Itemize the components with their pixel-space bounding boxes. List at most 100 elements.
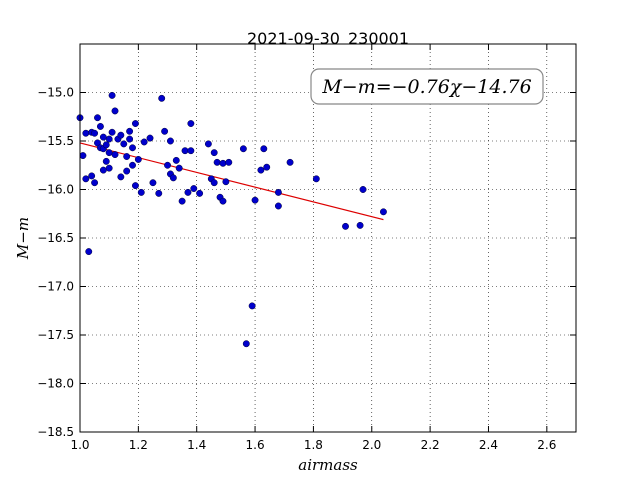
data-point: [91, 179, 99, 187]
data-point: [140, 138, 148, 146]
y-tick-label: −18.5: [37, 425, 74, 439]
x-tick-label: 2.0: [362, 438, 381, 452]
x-tick-label: 1.8: [304, 438, 323, 452]
data-point: [222, 178, 230, 186]
data-point: [190, 185, 198, 192]
data-point: [158, 94, 166, 102]
data-point: [166, 137, 174, 145]
data-point: [79, 152, 87, 160]
data-point: [274, 188, 282, 196]
data-point: [175, 164, 183, 172]
data-point: [239, 145, 247, 153]
y-tick-label: −18.0: [37, 377, 74, 391]
x-axis-label: airmass: [298, 456, 358, 474]
data-point: [105, 164, 113, 172]
axis-ticks: 1.0 1.2 1.4 1.6 1.8 2.0 2.2 2.4 2.6 −15.0 −15.5 −16…: [37, 44, 576, 452]
data-point: [108, 128, 116, 136]
data-point: [117, 131, 125, 139]
data-point: [94, 114, 101, 122]
x-tick-label: 1.6: [246, 438, 265, 452]
fit-equation-label: M−m=−0.76χ−14.76: [321, 76, 531, 98]
y-tick-label: −16.5: [37, 231, 74, 245]
data-point: [149, 179, 157, 187]
data-point: [286, 158, 294, 166]
data-point: [169, 174, 177, 182]
data-point: [260, 145, 268, 153]
data-point: [105, 135, 113, 143]
data-point: [131, 120, 139, 127]
data-point: [99, 133, 107, 141]
data-point: [108, 91, 116, 99]
x-tick-label: 1.0: [70, 438, 89, 452]
data-point: [263, 163, 271, 171]
data-point: [111, 151, 119, 159]
data-point: [274, 202, 282, 210]
data-point: [134, 155, 142, 163]
data-point: [181, 147, 189, 155]
data-point: [219, 159, 227, 167]
data-point: [85, 248, 93, 256]
data-point: [102, 157, 110, 165]
y-tick-label: −16.0: [37, 183, 74, 197]
data-point: [242, 340, 250, 348]
data-point: [219, 197, 227, 205]
data-point: [91, 129, 99, 137]
data-point: [342, 222, 349, 230]
x-tick-label: 1.2: [129, 438, 148, 452]
y-tick-label: −17.5: [37, 328, 74, 342]
data-point: [178, 197, 186, 205]
data-point: [123, 167, 131, 175]
data-point: [111, 107, 119, 115]
data-point: [187, 120, 195, 127]
data-point: [146, 134, 154, 142]
data-point: [161, 127, 169, 135]
data-point: [251, 196, 259, 204]
data-point: [359, 186, 367, 193]
x-tick-label: 1.4: [187, 438, 206, 452]
data-point: [164, 161, 171, 169]
points-layer: [76, 91, 387, 348]
data-point: [137, 188, 145, 196]
y-axis-label: M−m: [14, 217, 32, 260]
data-point: [248, 302, 256, 310]
data-point: [96, 123, 104, 130]
data-point: [356, 221, 364, 229]
data-point: [204, 140, 212, 148]
data-point: [131, 182, 139, 190]
fit-equation-box: M−m=−0.76χ−14.76: [310, 68, 544, 105]
x-tick-label: 2.6: [537, 438, 556, 452]
x-tick-label: 2.2: [421, 438, 440, 452]
data-point: [379, 208, 387, 216]
data-point: [99, 166, 107, 174]
data-point: [82, 129, 90, 137]
x-tick-label: 2.4: [479, 438, 498, 452]
data-point: [102, 141, 110, 149]
data-point: [213, 158, 221, 166]
data-point: [123, 153, 131, 160]
data-point: [172, 156, 180, 164]
data-point: [184, 188, 192, 196]
data-point: [196, 189, 204, 197]
data-point: [210, 149, 218, 157]
fit-line: [79, 142, 384, 221]
data-point: [126, 127, 134, 135]
data-point: [82, 175, 90, 183]
data-point: [155, 189, 163, 197]
data-point: [105, 149, 113, 157]
data-point: [120, 140, 128, 148]
data-point: [312, 175, 320, 183]
fit-equation-frame: [310, 68, 544, 105]
data-point: [117, 173, 125, 181]
y-tick-label: −17.0: [37, 280, 74, 294]
y-tick-label: −15.5: [37, 134, 74, 148]
data-point: [129, 161, 136, 169]
data-point: [210, 179, 218, 187]
data-point: [88, 172, 96, 180]
fit-layer: [79, 142, 384, 221]
data-point: [225, 158, 233, 166]
data-point: [126, 135, 134, 143]
data-point: [257, 166, 265, 174]
data-point: [129, 144, 136, 152]
data-point: [187, 147, 195, 155]
